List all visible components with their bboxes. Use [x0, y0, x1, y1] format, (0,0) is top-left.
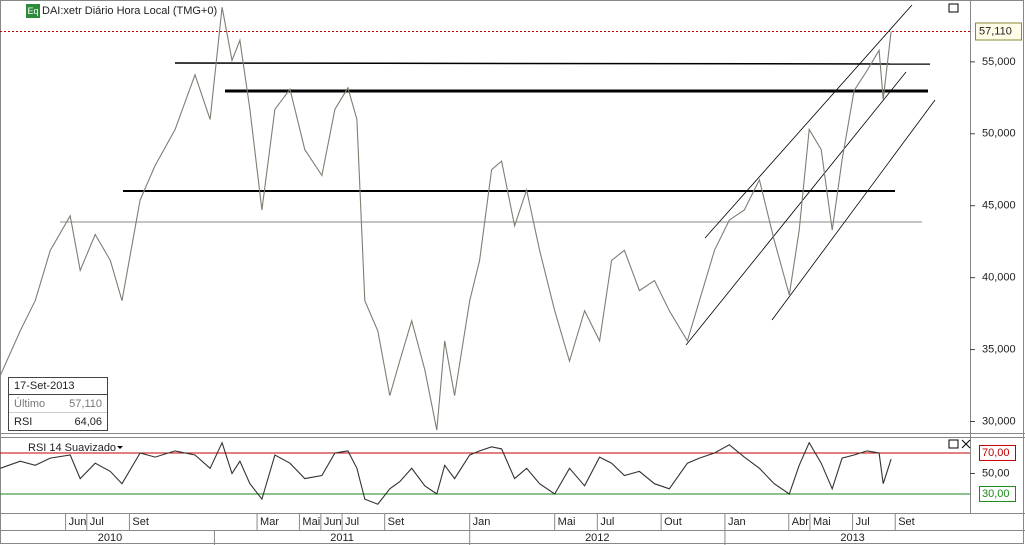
last-price-label: 57,110	[979, 25, 1012, 37]
last-price-box	[975, 22, 1022, 41]
x-tick-label: Set	[132, 516, 149, 528]
dropdown-arrow[interactable]	[117, 446, 123, 449]
x-tick-label: Jul	[600, 516, 614, 528]
x-tick-label: Abr	[792, 516, 809, 528]
y-tick-label: 50,000	[982, 128, 1016, 140]
x-tick-label: Mai	[558, 516, 576, 528]
x-tick-label: Jul	[90, 516, 104, 528]
year-label: 2012	[585, 532, 609, 544]
price-line	[0, 7, 892, 431]
x-tick-label: Mai	[302, 516, 320, 528]
y-tick-label: 50,00	[982, 467, 1010, 479]
info-value: 64,06	[74, 416, 102, 428]
info-label: Último	[14, 397, 45, 410]
y-tick-label: 55,000	[982, 56, 1016, 68]
y-tick-label: 30,00	[982, 488, 1010, 500]
close-button[interactable]	[961, 439, 971, 449]
tick-box	[979, 444, 1016, 461]
price-line	[0, 441, 892, 505]
x-tick-label: Out	[664, 516, 682, 528]
chart-title: DAI:xetr Diário Hora Local (TMG+0)	[42, 5, 217, 17]
x-tick-label: Jan	[473, 516, 491, 528]
badge-text: Eq	[27, 6, 38, 16]
year-label: 2010	[98, 532, 122, 544]
y-tick-label: 70,00	[982, 447, 1010, 459]
badge	[26, 4, 40, 18]
year-label: 2011	[330, 532, 354, 544]
info-label: RSI	[14, 416, 32, 428]
x-tick-label: Mai	[813, 516, 831, 528]
y-tick-label: 30,000	[982, 415, 1016, 427]
x-tick-label: Jul	[345, 516, 359, 528]
y-tick-label: 40,000	[982, 272, 1016, 284]
y-tick-label: 35,000	[982, 343, 1016, 355]
x-tick-label: Mar	[260, 516, 279, 528]
channel-line	[704, 4, 913, 239]
x-tick-label: Set	[898, 516, 915, 528]
x-tick-label: Jan	[728, 516, 746, 528]
x-tick-label: Jun	[69, 516, 87, 528]
y-tick-label: 45,000	[982, 200, 1016, 212]
drawings	[60, 4, 936, 346]
level-line	[174, 62, 931, 65]
window-button[interactable]	[948, 3, 959, 13]
channel-line	[685, 71, 907, 346]
panel-title: RSI 14 Suavizado	[28, 442, 116, 454]
x-tick-label: Jun	[324, 516, 342, 528]
info-date: 17-Set-2013	[14, 380, 75, 392]
x-tick-label: Set	[388, 516, 405, 528]
info-value: 57,110	[69, 398, 102, 410]
info-box	[8, 377, 108, 431]
year-label: 2013	[840, 532, 864, 544]
tick-box	[979, 485, 1016, 502]
channel-line	[771, 99, 936, 321]
window-button[interactable]	[948, 439, 959, 449]
x-tick-label: Jul	[856, 516, 870, 528]
